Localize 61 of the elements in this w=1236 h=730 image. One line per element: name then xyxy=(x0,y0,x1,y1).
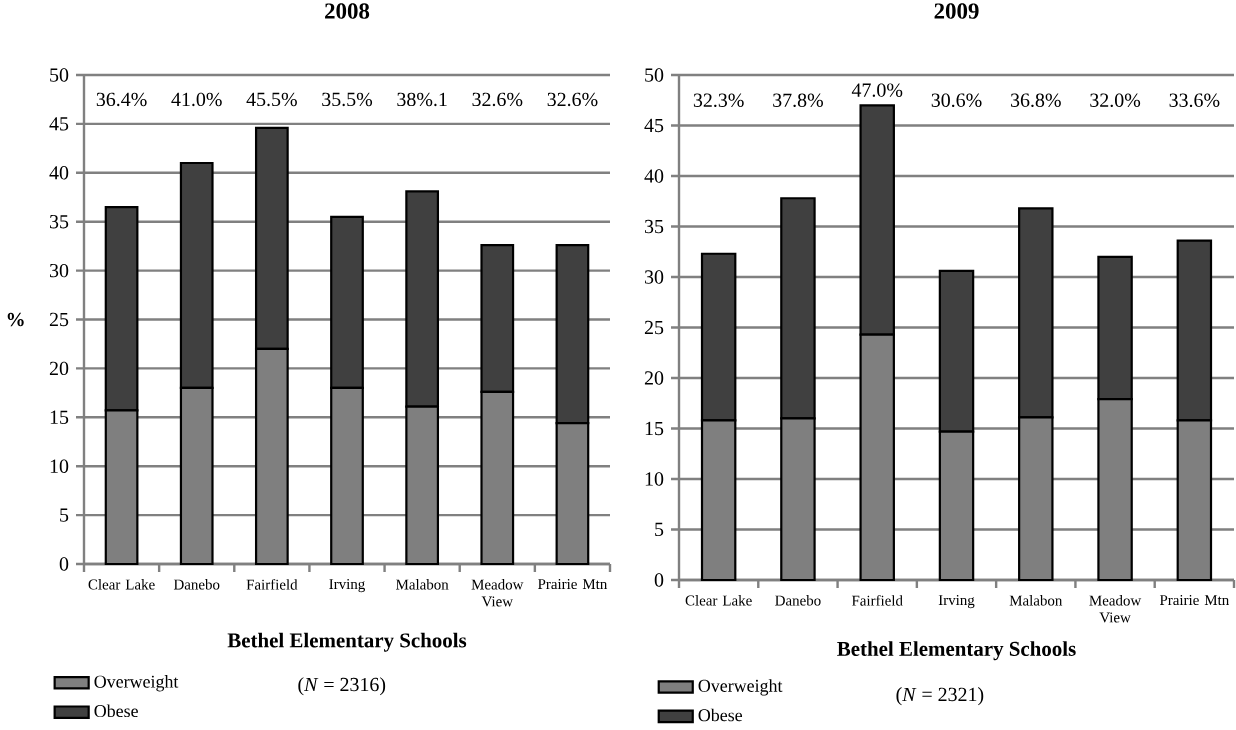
x-tick-label: Irving xyxy=(329,579,365,593)
x-tick-label: Fairfield xyxy=(851,595,903,606)
y-tick-label: 35 xyxy=(50,215,69,229)
y-tick-label: 10 xyxy=(645,472,664,486)
x-tick-label: Danebo xyxy=(173,579,220,590)
legend-label: Obese xyxy=(94,704,138,718)
annotation: 41.0% xyxy=(171,92,222,107)
x-tick-label: Prairie Mtn xyxy=(538,579,608,590)
y-tick-label: 10 xyxy=(50,459,69,473)
y-tick-label: 50 xyxy=(50,68,69,82)
text: (N = 2316) xyxy=(298,677,386,696)
y-tick-label: 40 xyxy=(644,169,664,183)
annotation: 30.6% xyxy=(931,93,982,108)
y-tick-label: 45 xyxy=(644,118,664,133)
annotation: 33.6% xyxy=(1169,93,1220,108)
annotation: 32.6% xyxy=(472,92,523,107)
legend-label: Overweight xyxy=(94,675,179,692)
annotation: 38%.1 xyxy=(397,92,447,107)
text: (N = 2321) xyxy=(896,687,984,706)
annotation: 36.8% xyxy=(1011,93,1061,108)
chart-title: 2008 xyxy=(325,3,370,19)
y-tick-label: 25 xyxy=(49,312,69,327)
y-tick-label: 0 xyxy=(654,573,664,587)
annotation: 45.5% xyxy=(246,92,297,107)
chart-title: 2009 xyxy=(934,3,979,19)
annotation: 36.4% xyxy=(96,92,147,107)
annotation: 47.0% xyxy=(851,83,903,97)
y-tick-label: 30 xyxy=(50,263,69,278)
x-tick-label: Malabon xyxy=(396,579,449,590)
y-tick-label: 5 xyxy=(655,522,664,537)
y-tick-label: 45 xyxy=(49,117,69,131)
y-tick-label: 0 xyxy=(59,557,69,571)
x-axis-title: Bethel Elementary Schools xyxy=(227,632,467,652)
annotation: 32.3% xyxy=(693,93,744,108)
x-axis-title: Bethel Elementary Schools xyxy=(837,641,1076,661)
x-tick-label: Meadow View xyxy=(471,579,524,607)
x-tick-label: Fairfield xyxy=(246,579,298,590)
y-tick-label: 15 xyxy=(50,410,69,424)
y-tick-label: 20 xyxy=(644,371,664,385)
y-axis-title: % xyxy=(7,312,24,327)
x-tick-label: Meadow View xyxy=(1089,595,1142,623)
y-tick-label: 30 xyxy=(645,270,664,284)
x-tick-label: Malabon xyxy=(1009,595,1063,606)
annotation: 32.6% xyxy=(547,92,598,107)
y-tick-label: 35 xyxy=(645,219,664,234)
annotation: 35.5% xyxy=(322,92,373,107)
annotation: 37.8% xyxy=(773,93,824,108)
x-tick-label: Danebo xyxy=(775,595,821,606)
annotation: 32.0% xyxy=(1090,93,1141,108)
y-tick-label: 20 xyxy=(49,361,69,376)
y-tick-label: 15 xyxy=(645,421,664,436)
x-tick-label: Clear Lake xyxy=(685,595,752,606)
y-tick-label: 25 xyxy=(644,320,664,335)
y-tick-label: 40 xyxy=(49,166,69,180)
x-tick-label: Irving xyxy=(938,595,975,609)
x-tick-label: Clear Lake xyxy=(88,579,155,590)
x-tick-label: Prairie Mtn xyxy=(1159,595,1229,606)
y-tick-label: 50 xyxy=(645,68,664,82)
y-tick-label: 5 xyxy=(60,508,69,522)
legend-label: Obese xyxy=(698,708,743,722)
legend-label: Overweight xyxy=(698,679,783,696)
